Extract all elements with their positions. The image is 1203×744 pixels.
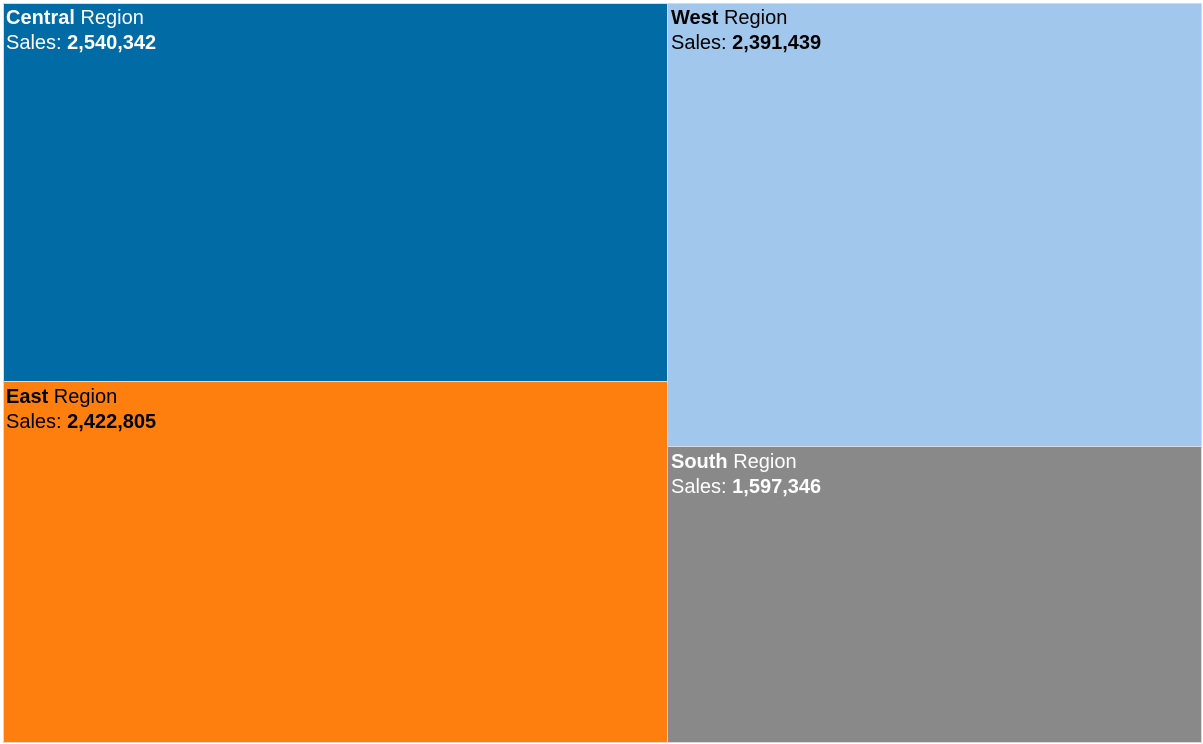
region-name-line: Central Region <box>6 6 156 31</box>
tile-west: West Region Sales: 2,391,439 <box>668 3 1202 447</box>
tile-label: Central Region Sales: 2,540,342 <box>6 6 156 56</box>
region-name-line: South Region <box>671 450 821 475</box>
tile-label: South Region Sales: 1,597,346 <box>671 450 821 500</box>
region-name: West <box>671 7 719 29</box>
region-name: Central <box>6 7 75 29</box>
sales-value: 2,391,439 <box>732 32 822 54</box>
tile-south: South Region Sales: 1,597,346 <box>668 447 1202 743</box>
region-suffix: Region <box>48 386 118 408</box>
sales-line: Sales: 2,422,805 <box>6 410 156 435</box>
region-suffix: Region <box>718 7 788 29</box>
tile-east: East Region Sales: 2,422,805 <box>3 382 668 743</box>
sales-value: 2,540,342 <box>67 32 157 54</box>
tile-label: West Region Sales: 2,391,439 <box>671 6 821 56</box>
sales-line: Sales: 2,540,342 <box>6 31 156 56</box>
sales-label: Sales: <box>671 32 733 54</box>
region-name-line: East Region <box>6 385 156 410</box>
tile-central: Central Region Sales: 2,540,342 <box>3 3 668 382</box>
region-name: South <box>671 451 728 473</box>
sales-label: Sales: <box>671 476 733 498</box>
sales-value: 1,597,346 <box>732 476 822 498</box>
region-suffix: Region <box>727 451 797 473</box>
region-name: East <box>6 386 49 408</box>
sales-line: Sales: 2,391,439 <box>671 31 821 56</box>
tile-label: East Region Sales: 2,422,805 <box>6 385 156 435</box>
sales-label: Sales: <box>6 411 68 433</box>
sales-label: Sales: <box>6 32 68 54</box>
sales-value: 2,422,805 <box>67 411 157 433</box>
region-suffix: Region <box>74 7 144 29</box>
sales-line: Sales: 1,597,346 <box>671 475 821 500</box>
region-name-line: West Region <box>671 6 821 31</box>
